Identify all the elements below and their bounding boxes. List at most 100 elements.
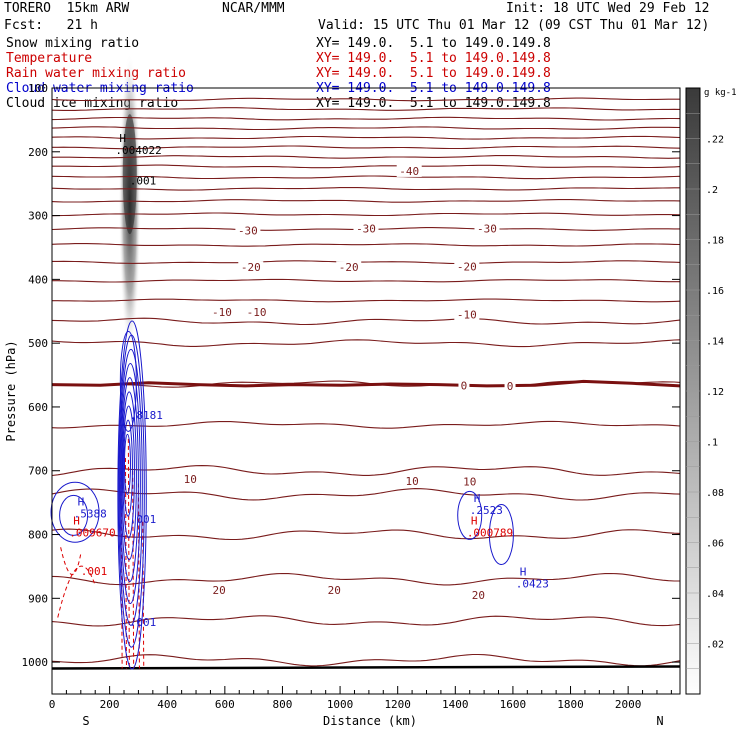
maximum-value-label: .009670: [69, 527, 115, 540]
y-tick-label: 300: [28, 210, 48, 223]
isotherm-line: [51, 186, 680, 191]
cloud-water-contour: [119, 348, 143, 626]
maximum-value-label: .001: [130, 616, 157, 629]
isotherm-label: 0: [461, 379, 468, 392]
maximum-marker: H: [474, 492, 481, 505]
y-tick-label: 200: [28, 146, 48, 159]
x-endpoint-left: S: [82, 714, 89, 728]
colorbar-tick-label: .16: [706, 286, 724, 297]
maximum-value-label: .5388: [74, 507, 107, 520]
x-tick-label: 800: [273, 698, 293, 711]
y-tick-label: 100: [28, 82, 48, 95]
isotherm-line: [51, 615, 681, 627]
isotherm-label: -10: [457, 308, 477, 321]
isotherm-label-bg: [454, 260, 480, 273]
cloud-water-contour: [119, 330, 137, 432]
ground-line: [51, 665, 681, 670]
cloud-water-contour: [488, 504, 514, 566]
rain-contour: [137, 483, 140, 669]
y-tick-label: 800: [28, 529, 48, 542]
isotherm-label-bg: [238, 261, 264, 274]
isotherm-line: [52, 145, 681, 150]
isotherm-line: [51, 528, 681, 541]
colorbar-units: g kg-1: [704, 88, 737, 98]
rain-contour: [132, 470, 135, 669]
isotherm-label: -20: [339, 261, 359, 274]
isotherm-line: [51, 243, 681, 247]
cloud-water-contour: [121, 391, 137, 561]
isotherm-label: 10: [405, 475, 418, 488]
maximum-marker: H: [73, 515, 80, 528]
isotherm-label-bg: [460, 475, 479, 488]
y-tick-label: 500: [28, 337, 48, 350]
x-tick-label: 2000: [615, 698, 642, 711]
rain-contour: [60, 547, 82, 575]
isotherm-label-bg: [454, 308, 480, 321]
isotherm-label-bg: [403, 474, 422, 487]
maximum-marker: H: [471, 515, 478, 528]
isotherm-line: [51, 488, 681, 501]
isotherm-label-bg: [458, 379, 470, 392]
isotherm-label: -40: [399, 165, 419, 178]
cloud-water-contour: [117, 320, 147, 670]
center-label: NCAR/MMM: [222, 1, 285, 16]
maximum-value-label: .8181: [130, 409, 163, 422]
isotherm-label: -30: [238, 224, 258, 237]
isotherm-label-bg: [209, 305, 235, 318]
isotherm-line: [51, 465, 681, 477]
isotherm-line: [51, 572, 680, 586]
cloud-water-contour: [119, 362, 141, 604]
isotherm-line: [52, 260, 681, 265]
maximum-value-label: .001: [130, 174, 157, 187]
field-temperature-xy: XY= 149.0. 5.1 to 149.0.149.8: [316, 51, 551, 66]
x-tick-label: 1200: [384, 698, 411, 711]
y-axis-label: Pressure (hPa): [4, 340, 18, 441]
isotherm-label-bg: [396, 164, 422, 177]
cloud-water-contour: [122, 405, 135, 539]
cloud-water-contour: [50, 481, 100, 543]
isotherm-label-bg: [469, 589, 488, 602]
isotherm-line: [51, 126, 681, 131]
colorbar-tick-label: .18: [706, 236, 724, 247]
y-tick-label: 700: [28, 465, 48, 478]
isotherm-label-bg: [235, 224, 261, 237]
isotherm-label-bg: [325, 584, 344, 597]
isotherm-label-bg: [353, 222, 379, 235]
isotherm-label: -10: [247, 306, 267, 319]
isotherm-label: 10: [184, 473, 197, 486]
isotherm-line: [51, 198, 681, 203]
isotherm-line: [51, 420, 681, 429]
isotherm-line: [52, 298, 681, 303]
cloud-water-contour: [59, 494, 89, 536]
isotherm-label: 10: [463, 476, 476, 489]
y-tick-label: 1000: [22, 656, 49, 669]
field-snow-xy: XY= 149.0. 5.1 to 149.0.149.8: [316, 36, 551, 51]
cloud-water-contour: [457, 490, 483, 540]
x-endpoint-right: N: [656, 714, 663, 728]
zero-isotherm-line: [51, 379, 681, 388]
isotherm-line: [51, 175, 681, 180]
isotherm-label-bg: [181, 473, 200, 486]
colorbar-tick-label: .02: [706, 640, 724, 651]
isotherm-label-bg: [244, 305, 270, 318]
maximum-value-label: .001: [81, 565, 108, 578]
isotherm-label: -10: [212, 306, 232, 319]
maximum-value-label: .0423: [516, 578, 549, 591]
isotherm-label: 20: [212, 584, 225, 597]
field-rain-xy: XY= 149.0. 5.1 to 149.0.149.8: [316, 66, 551, 81]
x-tick-label: 1000: [327, 698, 354, 711]
isotherm-line: [51, 116, 681, 121]
x-tick-label: 1600: [500, 698, 527, 711]
isotherm-label-bg: [504, 379, 516, 392]
y-tick-label: 900: [28, 592, 48, 605]
isotherm-line: [51, 97, 680, 102]
colorbar-tick-label: .12: [706, 387, 724, 398]
maximum-value-label: .2523: [470, 504, 503, 517]
colorbar-tick-label: .08: [706, 488, 724, 499]
colorbar-tick-label: .06: [706, 539, 724, 550]
colorbar-tick-label: .22: [706, 135, 724, 146]
isotherm-label: -20: [457, 261, 477, 274]
forecast-hour: Fcst: 21 h: [4, 18, 98, 33]
